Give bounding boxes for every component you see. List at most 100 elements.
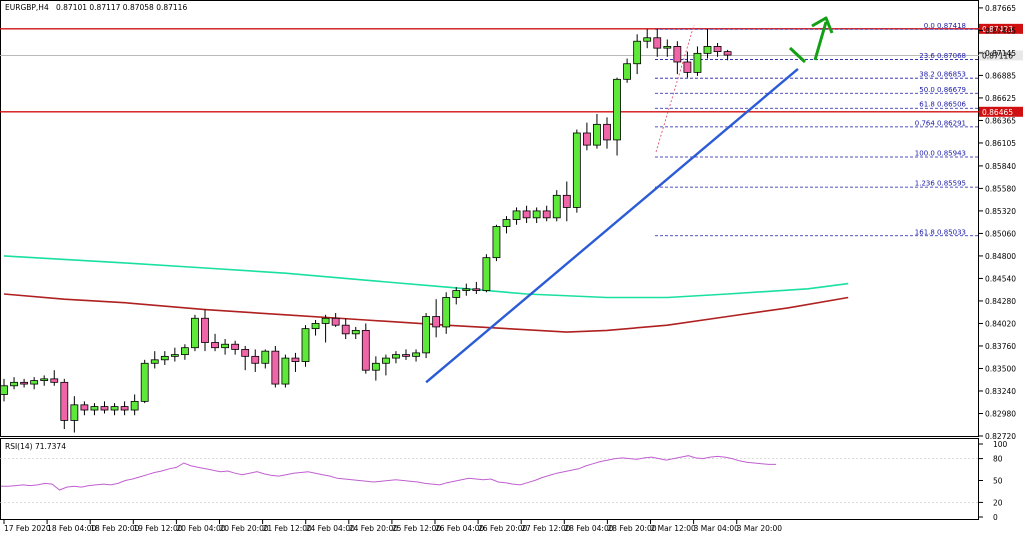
price-tag (979, 23, 1023, 34)
candle-bullish (311, 323, 320, 330)
price-tick-label: 0.86885 (985, 71, 1016, 80)
candle-bullish (572, 132, 581, 208)
price-tag-label: 0.87423 (982, 25, 1013, 34)
time-tick-label: 26 Feb 20:00 (478, 524, 527, 533)
candle-bullish (482, 257, 491, 291)
candle-bullish (150, 359, 159, 364)
time-tick-label: 18 Feb 04:00 (47, 524, 96, 533)
fib-level-label: 1.236 0.85595 (915, 180, 966, 188)
rsi-tick-label: 50 (993, 477, 1003, 486)
candle-bearish (50, 378, 59, 383)
fib-level-label: 100.0 0.85943 (915, 149, 966, 157)
candle-bearish (291, 357, 300, 362)
candle-bullish (512, 210, 521, 220)
fib-level-label: 161.8 0.85033 (915, 228, 966, 236)
candle-bearish (211, 342, 219, 349)
candle-bullish (422, 316, 431, 354)
time-tick-label: 2 Mar 12:00 (651, 524, 697, 533)
candle-bearish (60, 381, 69, 421)
candle-bullish (392, 354, 400, 359)
ohlc-header: 0.87101 0.87117 0.87058 0.87116 (56, 3, 187, 12)
candle-bearish (432, 316, 441, 328)
price-tick-label: 0.86365 (985, 116, 1016, 125)
price-tick-label: 0.86105 (985, 139, 1016, 148)
candle-bearish (402, 354, 410, 357)
candle-bearish (241, 349, 250, 357)
price-axis: 0.87665 0.87405 0.87145 0.86885 0.86625 0.863… (979, 4, 1016, 441)
candle-bullish (492, 226, 501, 259)
price-tick-label: 0.85840 (985, 162, 1016, 171)
candle-bullish (351, 329, 360, 335)
price-tick-label: 0.84540 (985, 274, 1016, 283)
candle-bullish (221, 343, 230, 349)
time-tick-label: 20 Feb 20:00 (220, 524, 269, 533)
fib-level-label: 0.764 0.86291 (915, 119, 966, 127)
price-tag-label: 0.86465 (982, 108, 1013, 117)
price-tick-label: 0.85320 (985, 207, 1016, 216)
price-tick-label: 0.85580 (985, 184, 1016, 193)
price-tick-label: 0.85060 (985, 229, 1016, 238)
candle-bearish (271, 350, 280, 385)
candle-bullish (412, 352, 420, 357)
candle-bearish (723, 51, 732, 56)
time-tick-label: 3 Mar 04:00 (694, 524, 740, 533)
time-tick-label: 17 Feb 2020 (4, 524, 51, 533)
candle-bearish (341, 324, 350, 335)
candle-bearish (472, 288, 481, 291)
candle-bullish (191, 317, 199, 349)
candle-bearish (653, 37, 662, 49)
candle-bullish (693, 52, 702, 73)
moving-average-line (3, 255, 849, 299)
rsi-label: RSI(14) 71.7374 (5, 442, 66, 451)
candle-bearish (583, 132, 591, 146)
candle-bullish (663, 46, 672, 49)
price-tick-label: 0.82720 (985, 432, 1016, 441)
price-tick-label: 0.83760 (985, 342, 1016, 351)
symbol-label: EURGBP,H4 (5, 3, 49, 12)
candle-bullish (502, 219, 511, 227)
candle-bullish (321, 317, 330, 324)
candle-bullish (452, 290, 461, 298)
price-tag (979, 106, 1023, 117)
price-pane (0, 0, 979, 437)
candle-bullish (633, 40, 642, 65)
candle-bullish (170, 354, 179, 357)
rsi-tick-label: 80 (993, 455, 1003, 464)
rsi-line (1, 455, 776, 491)
moving-averages (3, 255, 849, 333)
candle-bullish (381, 357, 390, 364)
candle-bearish (603, 123, 611, 141)
candle-bullish (613, 78, 621, 141)
candle-bullish (160, 355, 169, 361)
fib-level-label: 23.6 0.87068 (919, 52, 966, 60)
candle-bearish (331, 317, 340, 326)
candle-bullish (0, 385, 8, 395)
candle-bearish (251, 355, 260, 364)
candle-bearish (542, 210, 551, 219)
candle-bullish (70, 404, 79, 421)
price-tick-label: 0.84020 (985, 319, 1016, 328)
trendline (425, 68, 799, 384)
price-tick-label: 0.84800 (985, 252, 1016, 261)
candle-bullish (281, 357, 290, 385)
candle-bullish (180, 347, 189, 356)
time-tick-label: 28 Feb 04:00 (564, 524, 613, 533)
time-tick-label: 28 Feb 20:00 (607, 524, 656, 533)
candle-bullish (623, 63, 631, 80)
time-tick-label: 3 Mar 20:00 (737, 524, 783, 533)
rsi-tick-label: 0 (993, 513, 998, 522)
time-tick-label: 24 Feb 20:00 (349, 524, 398, 533)
time-tick-label: 25 Feb 12:00 (392, 524, 441, 533)
support-trendline (425, 68, 799, 384)
candle-bullish (301, 328, 310, 362)
candle-bullish (30, 380, 39, 385)
time-tick-label: 27 Feb 12:00 (521, 524, 570, 533)
rsi-tick-label: 100 (993, 440, 1008, 449)
rsi-indicator: 100 80 50 20 0 (0, 440, 1008, 522)
price-tag-label: 0.87116 (982, 51, 1013, 60)
time-tick-label: 19 Feb 12:00 (133, 524, 182, 533)
candle-bearish (231, 343, 240, 350)
candle-bullish (593, 123, 601, 146)
